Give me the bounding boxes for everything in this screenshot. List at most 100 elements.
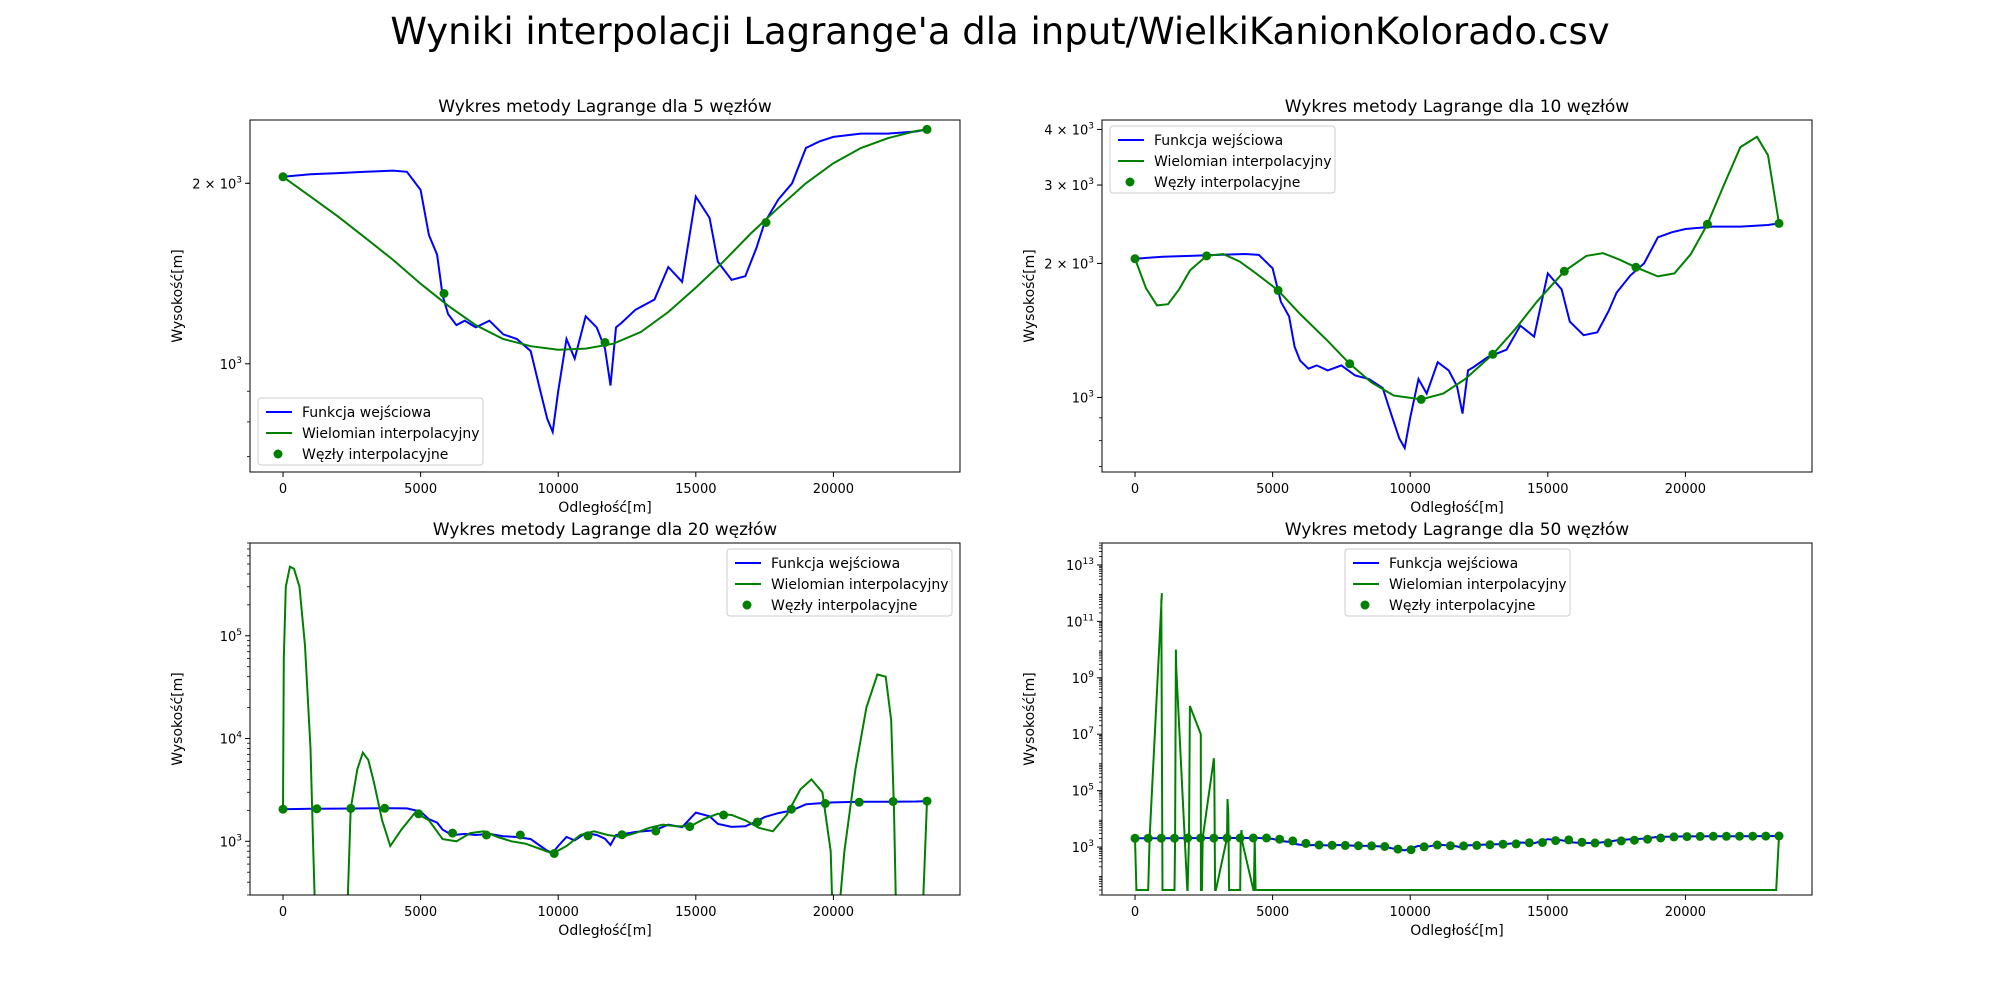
interpolation-node	[515, 830, 525, 840]
series-funkcja-wejsciowa	[282, 128, 928, 436]
interpolation-node	[1183, 833, 1193, 843]
interpolation-node	[312, 804, 322, 814]
interpolation-node	[278, 804, 288, 814]
interpolation-node	[1603, 838, 1613, 848]
interpolation-node	[549, 849, 559, 858]
y-tick-base: 10	[220, 835, 237, 850]
figure-title: Wyniki interpolacji Lagrange'a dla input…	[390, 10, 1610, 53]
legend-marker-wezly	[742, 600, 752, 610]
interpolation-node	[1235, 833, 1245, 843]
y-tick-exponent: 3	[236, 833, 242, 843]
interpolation-node	[1774, 831, 1784, 841]
interpolation-node	[583, 831, 593, 841]
series-funkcja-wejsciowa	[1134, 835, 1780, 852]
y-tick-base: 10	[1072, 785, 1089, 800]
legend: Funkcja wejściowa Wielomian interpolacyjn…	[1344, 548, 1571, 617]
y-tick-base: 2 × 10	[192, 177, 236, 192]
y-tick-base: 10	[220, 358, 237, 373]
axes-frame	[249, 119, 961, 473]
interpolation-node	[414, 809, 424, 819]
interpolation-node	[1275, 834, 1285, 844]
plot-area	[278, 124, 932, 436]
interpolation-node	[1445, 841, 1455, 851]
y-tick-exponent: 7	[1088, 726, 1094, 736]
interpolation-node	[1577, 837, 1587, 847]
interpolation-node	[380, 803, 390, 813]
interpolation-node	[1702, 219, 1712, 229]
legend-label: Wielomian interpolacyjny	[771, 577, 949, 593]
axes-frame	[1101, 542, 1813, 896]
interpolation-node	[1367, 841, 1377, 851]
x-axis-label: Odległość[m]	[1410, 500, 1503, 516]
interpolation-node	[1314, 840, 1324, 850]
plot-area	[1130, 593, 1784, 891]
y-tick-label: 4 × 103	[1044, 121, 1094, 138]
interpolation-node	[1629, 835, 1639, 845]
interpolation-node	[1472, 840, 1482, 850]
interpolation-node	[1488, 349, 1498, 359]
subplot-1: Wykres metody Lagrange dla 5 węzłów 0 5000…	[170, 97, 961, 516]
x-tick-label: 0	[279, 905, 287, 920]
y-tick-base: 10	[1072, 672, 1089, 687]
legend-label: Węzły interpolacyjne	[1389, 598, 1535, 614]
interpolation-node	[1748, 831, 1758, 841]
interpolation-node	[346, 803, 356, 813]
interpolation-node	[278, 172, 288, 182]
interpolation-node	[1511, 839, 1521, 849]
interpolation-node	[1130, 833, 1140, 843]
interpolation-node	[1327, 840, 1337, 850]
x-tick-label: 10000	[538, 482, 579, 497]
y-tick-base: 10	[1066, 615, 1083, 630]
x-axis-label: Odległość[m]	[1410, 923, 1503, 939]
x-tick-label: 5000	[1256, 905, 1289, 920]
subplot-4: Wykres metody Lagrange dla 50 węzłów 0 500…	[1022, 520, 1813, 939]
axes-frame	[249, 542, 961, 896]
interpolation-node	[1643, 834, 1652, 844]
y-tick-exponent: 5	[236, 628, 242, 638]
interpolation-node	[1537, 838, 1547, 847]
y-tick-label: 107	[1072, 726, 1094, 743]
y-axis-label: Wysokość[m]	[1022, 672, 1038, 765]
x-tick-label: 15000	[1527, 482, 1568, 497]
interpolation-node	[1432, 840, 1442, 850]
y-tick-exponent: 11	[1083, 613, 1094, 623]
y-tick-exponent: 5	[1088, 783, 1094, 793]
y-tick-base: 10	[1072, 841, 1089, 856]
interpolation-node	[854, 797, 864, 807]
x-tick-label: 5000	[1256, 482, 1289, 497]
legend-marker-wezly	[1360, 600, 1370, 610]
interpolation-node	[1248, 833, 1258, 843]
interpolation-node	[761, 218, 771, 227]
interpolation-node	[1498, 839, 1508, 849]
interpolation-node	[1564, 835, 1574, 845]
interpolation-node	[1156, 833, 1166, 843]
interpolation-node	[1209, 833, 1219, 843]
interpolation-node	[1416, 394, 1426, 404]
legend-box	[257, 397, 484, 466]
y-tick-label: 104	[220, 731, 243, 748]
x-tick-label: 0	[279, 482, 287, 497]
interpolation-node	[1708, 831, 1718, 841]
interpolation-node	[481, 830, 491, 840]
legend-label: Funkcja wejściowa	[1389, 556, 1518, 572]
x-tick-label: 0	[1131, 482, 1139, 497]
interpolation-node	[1656, 833, 1666, 843]
y-tick-exponent: 3	[1088, 121, 1094, 131]
series-funkcja-wejsciowa	[1134, 222, 1780, 451]
interpolation-node	[617, 830, 627, 840]
y-tick-exponent: 3	[1088, 177, 1094, 187]
interpolation-node	[1631, 262, 1641, 272]
x-tick-label: 15000	[1527, 905, 1568, 920]
x-tick-label: 10000	[538, 905, 579, 920]
subplot-title: Wykres metody Lagrange dla 50 węzłów	[1285, 520, 1629, 540]
y-tick-label: 103	[1072, 389, 1094, 406]
legend-marker-wezly	[1125, 177, 1135, 187]
y-tick-label: 1011	[1066, 613, 1094, 630]
interpolation-node	[1222, 833, 1232, 843]
interpolation-node	[1380, 842, 1390, 851]
plot-area	[1130, 135, 1784, 451]
x-tick-label: 5000	[404, 482, 437, 497]
y-tick-exponent: 3	[236, 175, 242, 185]
series-wielomian-interpolacyjny	[282, 565, 928, 895]
